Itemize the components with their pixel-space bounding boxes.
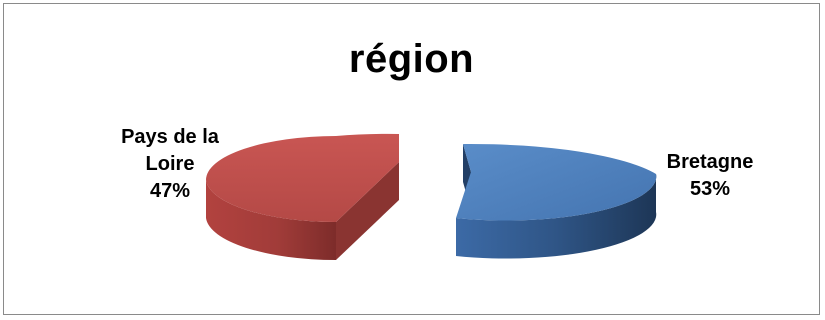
slice-loire-cut-face (336, 162, 399, 260)
slice-label-bretagne: Bretagne 53% (650, 149, 770, 203)
chart-title: région (348, 37, 475, 81)
label-line: Loire (145, 153, 195, 175)
slice-label-pays-de-la-loire: Pays de la Loire 47% (90, 124, 250, 205)
label-percent: 53% (689, 178, 731, 200)
slice-bretagne-side (456, 174, 657, 259)
slice-loire-top (206, 133, 399, 223)
pie-slice-pays-de-la-loire (206, 133, 399, 261)
slice-loire-side (206, 180, 336, 261)
label-line: Bretagne (666, 151, 754, 173)
label-line: Pays de la (121, 126, 219, 148)
slice-bretagne-top (456, 143, 657, 221)
label-percent: 47% (149, 180, 191, 202)
pie-slice-bretagne (456, 143, 657, 259)
chart-frame: région (3, 3, 820, 315)
pie-chart (206, 133, 657, 261)
